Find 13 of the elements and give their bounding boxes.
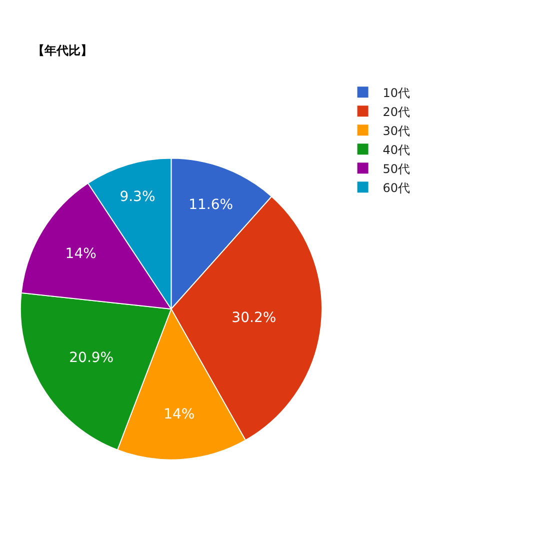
chart-title: 【年代比】 (32, 43, 92, 58)
data-label: 9.3% (120, 188, 156, 205)
legend-label: 20代 (382, 104, 410, 119)
data-label: 14% (65, 246, 96, 262)
data-label: 20.9% (69, 350, 114, 366)
legend-label: 50代 (382, 162, 410, 176)
data-label: 11.6% (188, 197, 234, 214)
legend-label: 30代 (382, 124, 410, 138)
legend-label: 10代 (382, 86, 410, 100)
data-label: 14% (164, 406, 195, 422)
legend-label: 60代 (382, 180, 410, 195)
data-label: 30.2% (232, 310, 276, 326)
legend-label: 40代 (382, 142, 410, 157)
